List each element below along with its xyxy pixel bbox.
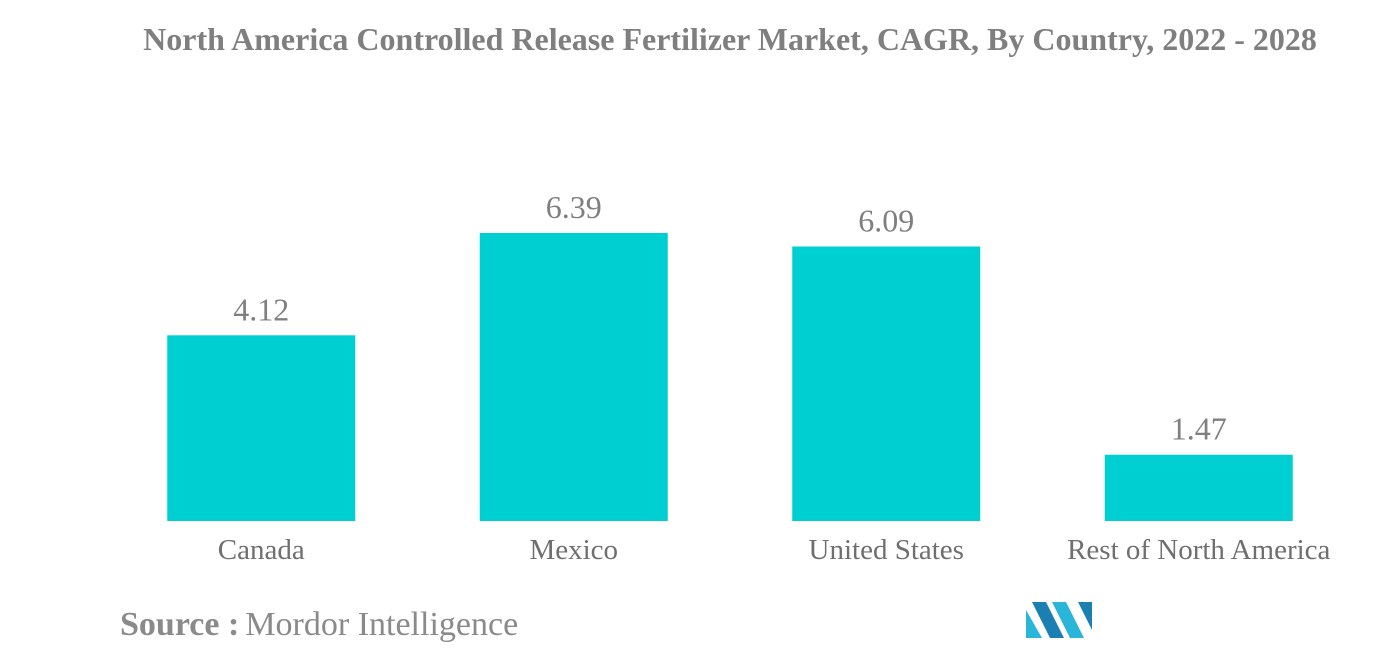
bar-chart: 4.12 Canada 6.39 Mexico 6.09 United States 1.4… bbox=[167, 189, 1331, 566]
x-tick-label: Canada bbox=[218, 534, 305, 566]
bar-united-states bbox=[792, 246, 981, 522]
data-label: 1.47 bbox=[1171, 411, 1227, 447]
chart-title: North America Controlled Release Fertili… bbox=[143, 21, 1317, 57]
bar-mexico bbox=[479, 233, 668, 521]
x-tick-label: Rest of North America bbox=[1067, 534, 1330, 566]
source-name: Mordor Intelligence bbox=[245, 606, 519, 643]
x-tick-label: Mexico bbox=[529, 534, 618, 566]
bar-canada bbox=[167, 335, 356, 521]
mordor-intelligence-logo-icon bbox=[1026, 602, 1092, 638]
bar-rest-of-north-america bbox=[1104, 454, 1293, 521]
source-line: Source : Mordor Intelligence bbox=[120, 606, 518, 644]
data-label: 6.09 bbox=[858, 203, 914, 239]
data-label: 4.12 bbox=[233, 291, 289, 327]
source-label: Source : bbox=[120, 606, 240, 643]
x-tick-label: United States bbox=[809, 534, 964, 566]
data-label: 6.39 bbox=[546, 189, 602, 225]
